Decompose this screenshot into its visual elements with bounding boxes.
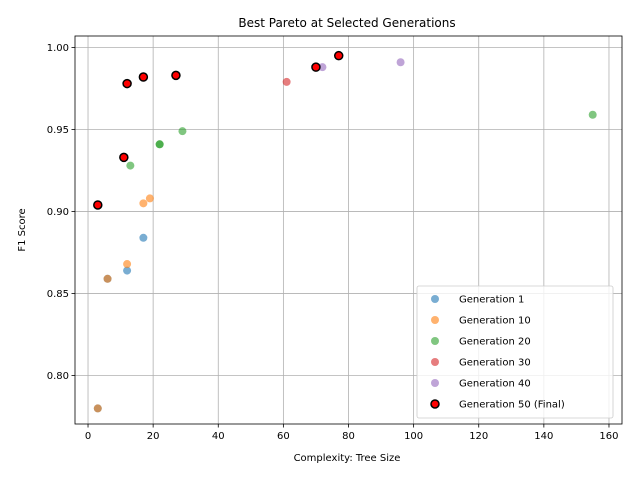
legend-marker [431, 379, 439, 387]
legend-label: Generation 50 (Final) [459, 400, 565, 411]
legend-marker [431, 295, 439, 303]
x-axis-label: Complexity: Tree Size [294, 453, 401, 464]
data-point-series-5 [318, 63, 327, 72]
y-tick-label: 0.95 [47, 125, 69, 136]
data-point-series-6 [333, 50, 344, 61]
axis-ticks: 0 20 40 60 80 100 120 140 160 0.80 0.85 0.90 0.95 1.0… [47, 43, 619, 442]
legend-label: Generation 20 [459, 337, 531, 348]
x-tick-label: 160 [599, 431, 618, 442]
data-point-series-3 [588, 110, 597, 119]
data-point-series-6 [122, 78, 132, 89]
x-tick-label: 20 [147, 431, 160, 442]
data-point-series-2 [93, 404, 102, 413]
data-point-series-3 [126, 161, 135, 170]
grid-lines [75, 36, 622, 424]
data-point-series-6 [311, 62, 321, 72]
y-tick-label: 1.00 [47, 43, 69, 54]
data-point-series-6 [119, 152, 129, 163]
x-tick-label: 60 [277, 431, 290, 442]
legend-label: Generation 1 [459, 295, 524, 306]
y-tick-label: 0.90 [47, 207, 69, 218]
data-point-series-2 [103, 274, 112, 283]
data-point-series-5 [396, 58, 405, 67]
data-point-series-6 [171, 70, 181, 81]
legend-label: Generation 40 [459, 379, 531, 390]
data-point-series-1 [123, 266, 132, 275]
x-tick-label: 120 [469, 431, 488, 442]
y-tick-label: 0.85 [47, 289, 69, 300]
y-tick-label: 0.80 [47, 371, 69, 382]
legend-label: Generation 10 [459, 316, 531, 327]
legend-box [416, 285, 614, 419]
legend-marker [431, 358, 439, 366]
legend-marker [431, 316, 439, 324]
x-tick-label: 100 [404, 431, 423, 442]
x-tick-label: 80 [342, 431, 355, 442]
data-point-series-1 [139, 233, 148, 242]
data-point-series-2 [123, 260, 132, 269]
data-point-series-3 [178, 127, 187, 136]
data-point-series-2 [139, 199, 148, 208]
legend-marker [430, 399, 440, 409]
data-point-series-3 [155, 140, 164, 149]
x-tick-label: 0 [85, 431, 91, 442]
data-point-series-6 [93, 200, 103, 210]
y-axis-label: F1 Score [17, 208, 28, 251]
chart-title: Best Pareto at Selected Generations [238, 16, 455, 30]
data-points [93, 50, 597, 413]
legend: Generation 1 Generation 10 Generation 20 Ge… [416, 285, 614, 419]
data-point-series-2 [145, 194, 154, 203]
x-tick-label: 40 [212, 431, 225, 442]
data-point-series-6 [138, 72, 149, 82]
x-tick-label: 140 [534, 431, 553, 442]
legend-marker [431, 337, 439, 345]
legend-label: Generation 30 [459, 358, 531, 369]
data-point-series-4 [282, 77, 291, 86]
